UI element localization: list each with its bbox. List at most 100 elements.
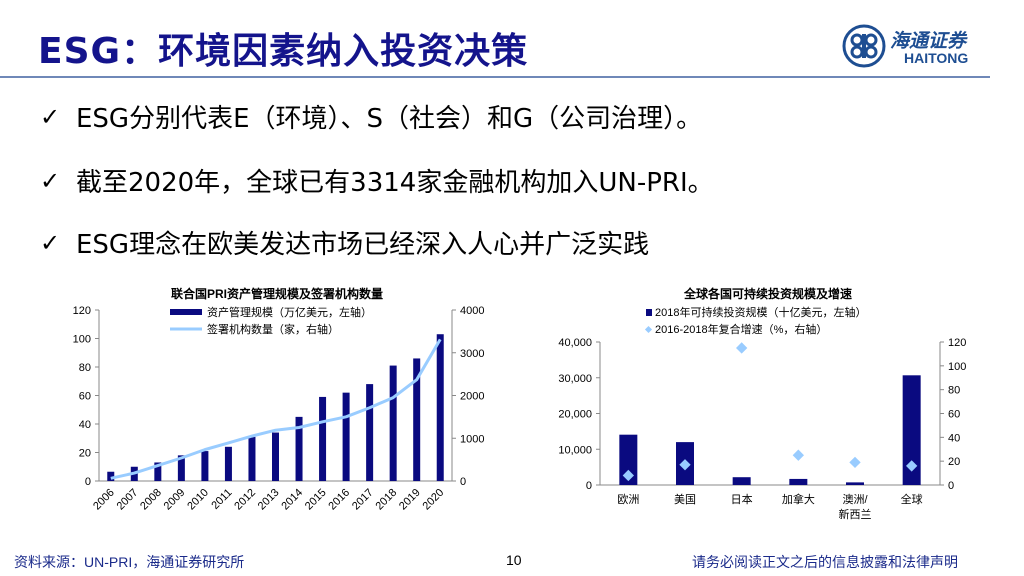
chart2-right-tick-label: 40 <box>948 432 960 444</box>
chart1-x-tick-label: 2017 <box>350 487 376 513</box>
chart2-left-tick-label: 20,000 <box>558 409 592 421</box>
chart1-x-tick-label: 2020 <box>421 487 447 513</box>
chart2-left-tick-label: 10,000 <box>558 444 592 456</box>
logo-emblem-icon <box>842 24 886 68</box>
chart2-x-tick-label-line2: 新西兰 <box>839 507 872 521</box>
chart1-x-tick-label: 2014 <box>279 487 305 513</box>
chart2-point <box>736 342 748 354</box>
chart1-legend-bar-swatch <box>170 309 202 315</box>
chart2-right-tick-label: 120 <box>948 337 966 349</box>
chart1-bar <box>436 334 444 481</box>
bullet-text: 截至2020年，全球已有3314家金融机构加入UN-PRI。 <box>76 168 714 198</box>
chart2-x-tick-label: 全球 <box>901 492 923 506</box>
check-icon: ✓ <box>40 102 61 131</box>
chart2-left-tick-label: 40,000 <box>558 337 592 349</box>
chart1-bar <box>248 436 256 481</box>
chart2-point <box>849 456 861 469</box>
chart2-legend-scatter: 2016-2018年复合增速（%，右轴） <box>655 322 827 336</box>
chart1-x-tick-label: 2006 <box>91 487 117 513</box>
header-divider <box>0 76 990 78</box>
chart2-right-tick-label: 20 <box>948 456 960 468</box>
chart2-legend-bar: 2018年可持续投资规模（十亿美元，左轴） <box>655 305 866 319</box>
chart2-right-tick-label: 80 <box>948 385 960 397</box>
chart2-x-tick-label: 加拿大 <box>782 492 815 506</box>
chart1-left-tick-label: 40 <box>79 419 91 431</box>
chart1-left-tick-label: 80 <box>79 362 91 374</box>
chart1-right-tick-label: 3000 <box>460 348 484 360</box>
page-number: 10 <box>506 552 522 568</box>
bullet-item: ✓ ESG理念在欧美发达市场已经深入人心并广泛实践 <box>40 224 649 261</box>
chart1-bar <box>201 451 209 481</box>
chart2-point <box>679 459 691 471</box>
chart1-legend-line: 签署机构数量（家，右轴） <box>207 322 339 336</box>
chart2-bar <box>789 478 808 485</box>
chart1-x-tick-label: 2011 <box>209 487 234 512</box>
source-note: 资料来源：UN-PRI，海通证券研究所 <box>14 554 245 570</box>
chart1-right-tick-label: 2000 <box>460 391 484 403</box>
chart2-legend-diamond-swatch <box>644 325 653 334</box>
chart1-line <box>110 338 442 480</box>
chart1-bar <box>413 358 421 481</box>
chart1-x-tick-label: 2016 <box>326 487 352 513</box>
chart1-x-tick-label: 2019 <box>397 487 423 513</box>
chart1-bar <box>342 392 350 481</box>
chart2-title: 全球各国可持续投资规模及增速 <box>683 286 852 301</box>
chart1-left-tick-label: 100 <box>73 334 91 346</box>
chart2-right-tick-label: 100 <box>948 361 966 373</box>
chart2-bar <box>619 434 638 485</box>
haitong-logo: 海通证券 HAITONG <box>842 24 992 70</box>
bullet-item: ✓ ESG分别代表E（环境）、S（社会）和G（公司治理）。 <box>40 98 702 135</box>
chart2-point <box>622 469 634 482</box>
chart1-right-tick-label: 1000 <box>460 433 484 445</box>
chart1-left-tick-label: 60 <box>79 391 91 403</box>
bullet-text: ESG理念在欧美发达市场已经深入人心并广泛实践 <box>76 230 650 260</box>
chart1-title: 联合国PRI资产管理规模及签署机构数量 <box>171 286 383 301</box>
chart2-bar <box>902 375 921 485</box>
chart1-left-tick-label: 20 <box>79 448 91 460</box>
disclaimer: 请务必阅读正文之后的信息披露和法律声明 <box>692 554 958 570</box>
chart2-x-tick-label: 澳洲/ <box>842 493 868 506</box>
chart1-bar <box>177 455 185 481</box>
chart1-x-tick-label: 2007 <box>115 487 141 513</box>
check-icon: ✓ <box>40 166 61 195</box>
chart2-legend-bar-swatch <box>646 309 652 316</box>
chart2-x-tick-label: 欧洲 <box>617 493 639 506</box>
chart1-x-tick-label: 2018 <box>373 487 399 513</box>
chart1-bar <box>366 384 374 481</box>
chart2-right-tick-label: 0 <box>948 480 954 492</box>
chart1-x-tick-label: 2008 <box>138 487 164 513</box>
chart2-point <box>792 449 804 461</box>
chart1-bar <box>154 462 162 481</box>
chart1-bar <box>272 432 279 481</box>
chart1-right-tick-label: 0 <box>460 476 466 488</box>
chart1-bar <box>295 416 303 481</box>
chart1-bar <box>389 365 397 481</box>
chart1-right-tick-label: 4000 <box>460 305 484 317</box>
chart1-bar <box>224 446 232 481</box>
page-title: ESG：环境因素纳入投资决策 <box>38 31 529 72</box>
chart1-x-tick-label: 2012 <box>232 487 258 513</box>
chart2-x-tick-label: 日本 <box>731 492 753 506</box>
chart1-x-tick-label: 2009 <box>162 487 188 513</box>
chart1-left-tick-label: 0 <box>85 476 91 488</box>
chart2-left-tick-label: 30,000 <box>558 373 592 385</box>
chart1-bar <box>319 396 327 481</box>
chart1-bar <box>107 471 115 481</box>
chart2-bar <box>732 477 751 485</box>
bullet-item: ✓ 截至2020年，全球已有3314家金融机构加入UN-PRI。 <box>40 162 714 199</box>
bullet-text: ESG分别代表E（环境）、S（社会）和G（公司治理）。 <box>76 104 703 134</box>
chart2-point <box>906 460 918 472</box>
logo-text-en: HAITONG <box>904 50 969 66</box>
chart2-left-tick-label: 0 <box>586 480 592 492</box>
check-icon: ✓ <box>40 228 61 257</box>
chart2-x-tick-label: 美国 <box>674 493 696 506</box>
chart1-legend-bar: 资产管理规模（万亿美元，左轴） <box>207 305 372 319</box>
logo-text-cn: 海通证券 <box>890 30 967 52</box>
chart1-x-tick-label: 2013 <box>256 487 282 513</box>
chart1-x-tick-label: 2010 <box>185 487 211 513</box>
chart2-right-tick-label: 60 <box>948 409 960 421</box>
chart2-bar <box>846 482 864 485</box>
chart1-x-tick-label: 2015 <box>303 487 329 513</box>
chart1-left-tick-label: 120 <box>73 305 91 317</box>
